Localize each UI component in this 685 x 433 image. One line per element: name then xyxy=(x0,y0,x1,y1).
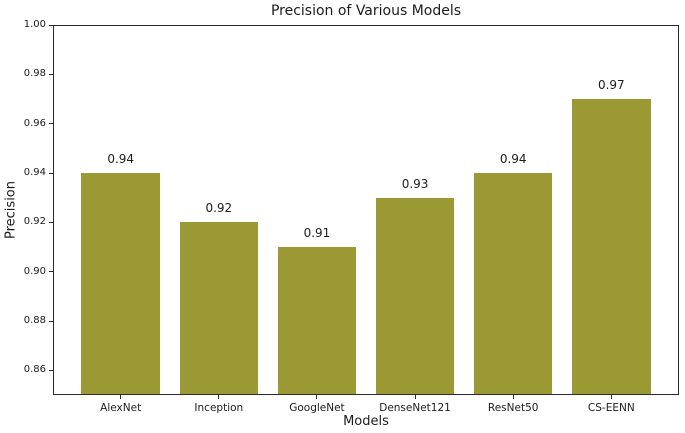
y-tick-label: 1.00 xyxy=(23,19,46,30)
x-tick-label: Inception xyxy=(194,402,244,414)
x-tick-label: AlexNet xyxy=(100,402,142,414)
y-tick-mark xyxy=(49,172,53,174)
bar-value-label: 0.94 xyxy=(107,152,135,166)
bar xyxy=(179,222,259,395)
y-tick-label: 0.92 xyxy=(23,216,46,228)
y-tick-label: 0.96 xyxy=(23,117,46,129)
y-tick-mark xyxy=(49,123,53,125)
y-tick-label: 0.90 xyxy=(23,265,46,277)
x-tick-label: GoogleNet xyxy=(289,402,345,414)
y-tick-mark xyxy=(49,320,53,322)
y-tick-label: 0.98 xyxy=(23,68,46,80)
bar xyxy=(572,99,651,395)
chart-title: Precision of Various Models xyxy=(270,3,462,19)
y-tick-mark xyxy=(49,369,53,371)
bar-value-label: 0.94 xyxy=(499,152,527,166)
bar xyxy=(375,197,455,395)
x-tick-mark xyxy=(316,395,318,399)
y-tick-label: 0.94 xyxy=(23,167,46,178)
x-tick-mark xyxy=(610,395,612,399)
y-tick-mark xyxy=(49,271,53,273)
x-tick-mark xyxy=(218,395,220,399)
y-tick-mark xyxy=(49,24,53,26)
x-tick-mark xyxy=(414,395,416,399)
x-tick-label: CS-EENN xyxy=(587,402,635,414)
y-tick-mark xyxy=(49,73,53,75)
bar xyxy=(473,173,553,395)
x-axis-label: Models xyxy=(343,414,389,429)
bar xyxy=(81,173,160,395)
bar-value-label: 0.91 xyxy=(303,226,331,240)
bar-value-label: 0.92 xyxy=(205,201,233,216)
y-axis-label: Precision xyxy=(3,180,19,240)
x-tick-label: DenseNet121 xyxy=(379,402,451,414)
y-tick-label: 0.86 xyxy=(23,364,46,376)
x-tick-mark xyxy=(120,395,122,399)
y-tick-mark xyxy=(49,221,53,223)
bar-value-label: 0.93 xyxy=(401,176,429,191)
x-tick-label: ResNet50 xyxy=(487,402,539,414)
x-tick-mark xyxy=(512,395,514,399)
bar xyxy=(277,247,357,395)
bar-value-label: 0.97 xyxy=(597,78,625,92)
y-tick-label: 0.88 xyxy=(23,315,46,326)
